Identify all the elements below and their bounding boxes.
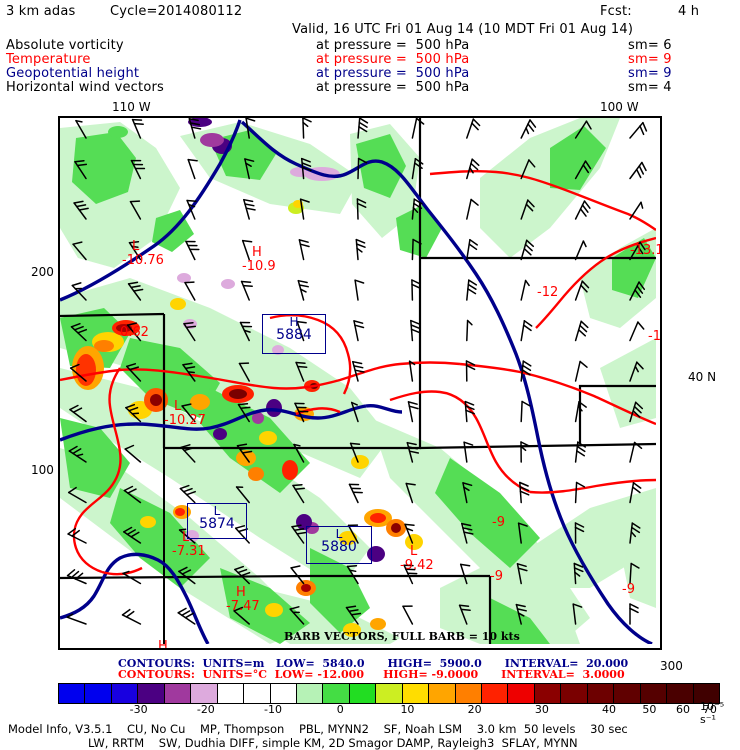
map-extremum-label: -13.19 [630, 243, 660, 258]
colorbar-segment [587, 684, 615, 703]
barb-legend: BARB VECTORS, FULL BARB = 10 kts [284, 630, 520, 643]
map-extremum-label: -9 [490, 569, 503, 584]
map-extremum-label: L -9.42 [400, 544, 434, 573]
colorbar-segment [508, 684, 535, 703]
colorbar-tick: 70 [702, 703, 717, 716]
colorbar-segment [244, 684, 271, 703]
field-level: at pressure = 500 hPa [316, 52, 470, 67]
colorbar-segment [270, 684, 297, 703]
axis-label-40n: 40 N [688, 370, 717, 384]
map-extremum-label: L -7.31 [172, 530, 206, 559]
map-extremum-label: H-7.47 [158, 639, 168, 650]
colorbar-segment [138, 684, 165, 703]
colorbar-segment [482, 684, 509, 703]
colorbar-segment [693, 684, 719, 703]
field-name: Temperature [6, 52, 91, 67]
colorbar-tick: 60 [675, 703, 690, 716]
map-extremum-label: L -10.27 [164, 399, 206, 428]
colorbar-segment [85, 684, 112, 703]
map-extremum-label: H -10.9 [242, 245, 276, 274]
axis-label-300: 300 [660, 659, 683, 673]
wind-barbs [66, 118, 648, 625]
axis-label-110w: 110 W [112, 100, 151, 114]
colorbar-segment [349, 684, 377, 703]
colorbar-tick: -10 [264, 703, 283, 716]
colorbar-tick: -30 [129, 703, 148, 716]
forecast-value: 4 h [678, 4, 700, 19]
colorbar-tick: 30 [534, 703, 549, 716]
field-level: at pressure = 500 hPa [316, 80, 470, 95]
height-center-box: H 5884 [262, 314, 326, 354]
field-sm: sm= 4 [628, 80, 672, 95]
field-row: Horizontal wind vectors at pressure = 50… [0, 80, 740, 95]
forecast-label: Fcst: [600, 4, 632, 19]
field-row: Absolute vorticity at pressure = 500 hPa… [0, 38, 740, 53]
colorbar-segment [534, 684, 562, 703]
height-contour-legend: CONTOURS: UNITS=m LOW= 5840.0 HIGH= 5900… [118, 657, 629, 670]
axis-label-200: 200 [31, 265, 54, 279]
model-info-line1: Model Info, V3.5.1 CU, No Cu MP, Thompso… [8, 722, 628, 736]
colorbar-segment [59, 684, 86, 703]
colorbar-tick: -20 [196, 703, 215, 716]
colorbar-segment [402, 684, 430, 703]
map-extremum-label: L -10.76 [122, 239, 164, 268]
model-name: 3 km adas [6, 4, 76, 19]
colorbar-tick: 40 [602, 703, 617, 716]
colorbar-segment [164, 684, 192, 703]
field-sm: sm= 9 [628, 66, 672, 81]
map-extremum-label: -12 [537, 285, 559, 300]
colorbar-segment [191, 684, 218, 703]
model-info-line2: LW, RRTM SW, Dudhia DIFF, simple KM, 2D … [88, 736, 578, 750]
valid-time: Valid, 16 UTC Fri 01 Aug 14 (10 MDT Fri … [292, 22, 634, 37]
colorbar-tick-labels: -30 -20 -10 0 10 20 30 40 50 60 70 [58, 703, 730, 719]
field-legend-list: Absolute vorticity at pressure = 500 hPa… [0, 38, 740, 95]
map-extremum-label: H-7.47 [226, 585, 260, 614]
axis-label-100w: 100 W [600, 100, 639, 114]
field-sm: sm= 6 [628, 38, 672, 53]
height-center-box: L 5874 [187, 503, 247, 539]
colorbar-segment [111, 684, 139, 703]
field-name: Absolute vorticity [6, 38, 124, 53]
field-sm: sm= 9 [628, 52, 672, 67]
colorbar-segment [296, 684, 324, 703]
colorbar-segment [455, 684, 482, 703]
colorbar-segment [217, 684, 245, 703]
vorticity-colorbar[interactable] [58, 683, 720, 704]
field-level: at pressure = 500 hPa [316, 38, 470, 53]
colorbar-tick: 10 [400, 703, 415, 716]
field-row: Temperature at pressure = 500 hPa sm= 9 [0, 52, 740, 67]
field-row: Geopotential height at pressure = 500 hP… [0, 66, 740, 81]
axis-label-100: 100 [31, 463, 54, 477]
colorbar-segment [429, 684, 456, 703]
colorbar-segment [323, 684, 350, 703]
temperature-contours [60, 169, 656, 576]
map-extremum-label: -9 [622, 582, 635, 597]
colorbar-segment [640, 684, 668, 703]
colorbar-tick: 20 [467, 703, 482, 716]
colorbar-units: 10⁻⁵ s⁻¹ [700, 700, 725, 726]
field-name: Horizontal wind vectors [6, 80, 164, 95]
map-extremum-label: -12 [648, 329, 661, 344]
colorbar-segment [667, 684, 694, 703]
field-name: Geopotential height [6, 66, 140, 81]
height-contours [60, 119, 653, 644]
colorbar-tick: 0 [336, 703, 344, 716]
colorbar-segment [614, 684, 641, 703]
map-plot-canvas [60, 118, 656, 644]
colorbar-segment [561, 684, 588, 703]
cycle-label: Cycle=2014080112 [110, 4, 243, 19]
colorbar-segment [376, 684, 403, 703]
map-extremum-label: -9 [492, 515, 505, 530]
weather-map[interactable]: L-10.76 H-10.9 0.62 L-10.27 -13.19 -12 -12 L-7.… [58, 116, 662, 650]
field-level: at pressure = 500 hPa [316, 66, 470, 81]
map-extremum-label: 0.62 [120, 325, 149, 340]
height-center-box: L 5880 [306, 526, 372, 564]
colorbar-tick: 50 [642, 703, 657, 716]
temperature-contour-legend: CONTOURS: UNITS=°C LOW= -12.000 HIGH= -9… [118, 668, 625, 681]
